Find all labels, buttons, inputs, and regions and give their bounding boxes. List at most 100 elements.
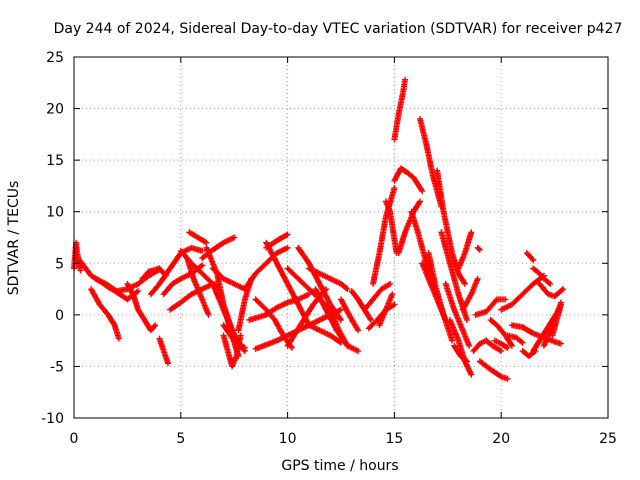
series-arc51 bbox=[442, 280, 473, 349]
series-arc72 bbox=[549, 301, 564, 339]
x-axis-label: GPS time / hours bbox=[281, 458, 398, 474]
series-arc60 bbox=[483, 337, 505, 354]
series-arc48 bbox=[425, 250, 456, 344]
plot-frame bbox=[73, 56, 609, 419]
data-point-marks bbox=[306, 322, 344, 346]
data-point-marks bbox=[156, 335, 171, 367]
x-tick-label: 0 bbox=[70, 431, 79, 447]
data-point-marks bbox=[451, 342, 470, 365]
data-point-marks bbox=[425, 250, 456, 344]
series-arc22 bbox=[241, 244, 291, 293]
data-point-marks bbox=[184, 255, 212, 318]
series-arc68 bbox=[530, 265, 554, 287]
series-arc63 bbox=[498, 272, 547, 313]
series-arc17 bbox=[209, 265, 248, 293]
series-arc61 bbox=[487, 317, 515, 349]
series-arc42 bbox=[391, 76, 409, 143]
series-arc16 bbox=[199, 234, 238, 262]
data-point-marks bbox=[167, 280, 216, 313]
data-point-marks bbox=[523, 250, 537, 264]
series-arc01 bbox=[71, 239, 84, 274]
y-tick-label: -10 bbox=[41, 411, 64, 427]
x-tick-label: 5 bbox=[176, 431, 185, 447]
data-point-marks bbox=[376, 291, 396, 329]
x-tick-label: 15 bbox=[385, 431, 403, 447]
data-point-marks bbox=[530, 265, 554, 287]
data-point-marks bbox=[474, 244, 483, 253]
series-arc55 bbox=[459, 275, 481, 313]
series-arc34 bbox=[327, 306, 362, 354]
series-arc67 bbox=[523, 250, 537, 264]
grid bbox=[74, 57, 608, 418]
series-arc32 bbox=[306, 265, 351, 293]
series-arc12 bbox=[184, 255, 212, 318]
y-tick-label: 5 bbox=[55, 256, 64, 272]
data-point-marks bbox=[124, 280, 159, 334]
data-point-marks bbox=[199, 234, 238, 262]
data-point-marks bbox=[327, 306, 362, 354]
axis-ticks: 0 5 10 15 20 25 -10 -5 0 5 10 15 20 25 bbox=[41, 50, 617, 447]
data-point-marks bbox=[209, 265, 248, 293]
data-point-marks bbox=[483, 337, 505, 354]
data-point-marks bbox=[361, 280, 394, 313]
data-point-marks bbox=[147, 244, 206, 298]
data-point-marks bbox=[487, 317, 515, 349]
y-tick-label: 20 bbox=[46, 102, 64, 118]
data-marks bbox=[71, 76, 567, 382]
data-point-marks bbox=[459, 275, 481, 313]
data-point-marks bbox=[536, 280, 567, 300]
data-point-marks bbox=[434, 167, 468, 287]
data-point-marks bbox=[306, 265, 351, 293]
data-point-marks bbox=[549, 301, 564, 339]
data-point-marks bbox=[472, 296, 509, 318]
y-tick-label: 0 bbox=[55, 308, 64, 324]
data-point-marks bbox=[498, 272, 547, 313]
data-point-marks bbox=[491, 337, 511, 351]
series-arc43 bbox=[391, 165, 426, 195]
series-arc49 bbox=[434, 167, 468, 287]
y-tick-label: 25 bbox=[46, 50, 64, 66]
series-arc40 bbox=[376, 291, 396, 329]
x-tick-label: 10 bbox=[279, 431, 297, 447]
series-arc31 bbox=[306, 322, 344, 346]
series-arc54 bbox=[455, 229, 475, 272]
series-arc41 bbox=[382, 198, 400, 256]
series-arc53 bbox=[451, 342, 470, 365]
series-arc35 bbox=[338, 296, 362, 334]
y-tick-label: 15 bbox=[46, 153, 64, 169]
x-tick-label: 20 bbox=[492, 431, 510, 447]
x-tick-label: 25 bbox=[599, 431, 617, 447]
data-point-marks bbox=[88, 286, 122, 342]
series-arc05 bbox=[124, 280, 159, 334]
data-point-marks bbox=[220, 322, 248, 354]
data-point-marks bbox=[395, 198, 423, 256]
series-arc13 bbox=[186, 229, 210, 246]
y-tick-label: 10 bbox=[46, 205, 64, 221]
data-point-marks bbox=[455, 229, 475, 272]
data-point-marks bbox=[382, 198, 400, 256]
data-point-marks bbox=[391, 76, 409, 143]
series-arc62 bbox=[491, 337, 511, 351]
data-point-marks bbox=[241, 244, 291, 293]
series-arc56 bbox=[474, 244, 483, 253]
series-arc20 bbox=[220, 322, 248, 354]
series-arc64 bbox=[504, 332, 526, 346]
series-arc10 bbox=[167, 280, 216, 313]
y-axis-label: SDTVAR / TECUs bbox=[6, 181, 22, 296]
data-point-marks bbox=[391, 165, 426, 195]
series-arc19 bbox=[220, 332, 244, 370]
data-point-marks bbox=[476, 358, 511, 382]
data-point-marks bbox=[71, 239, 84, 274]
data-point-marks bbox=[442, 280, 473, 349]
series-arc44 bbox=[395, 198, 423, 256]
series-arc03 bbox=[88, 286, 122, 342]
series-arc58 bbox=[472, 296, 509, 318]
series-arc08 bbox=[156, 335, 171, 367]
series-arc37 bbox=[361, 280, 394, 313]
series-arc69 bbox=[536, 280, 567, 300]
data-point-marks bbox=[220, 332, 244, 370]
data-point-marks bbox=[504, 332, 526, 346]
chart-title: Day 244 of 2024, Sidereal Day-to-day VTE… bbox=[54, 21, 623, 37]
series-arc59 bbox=[476, 358, 511, 382]
